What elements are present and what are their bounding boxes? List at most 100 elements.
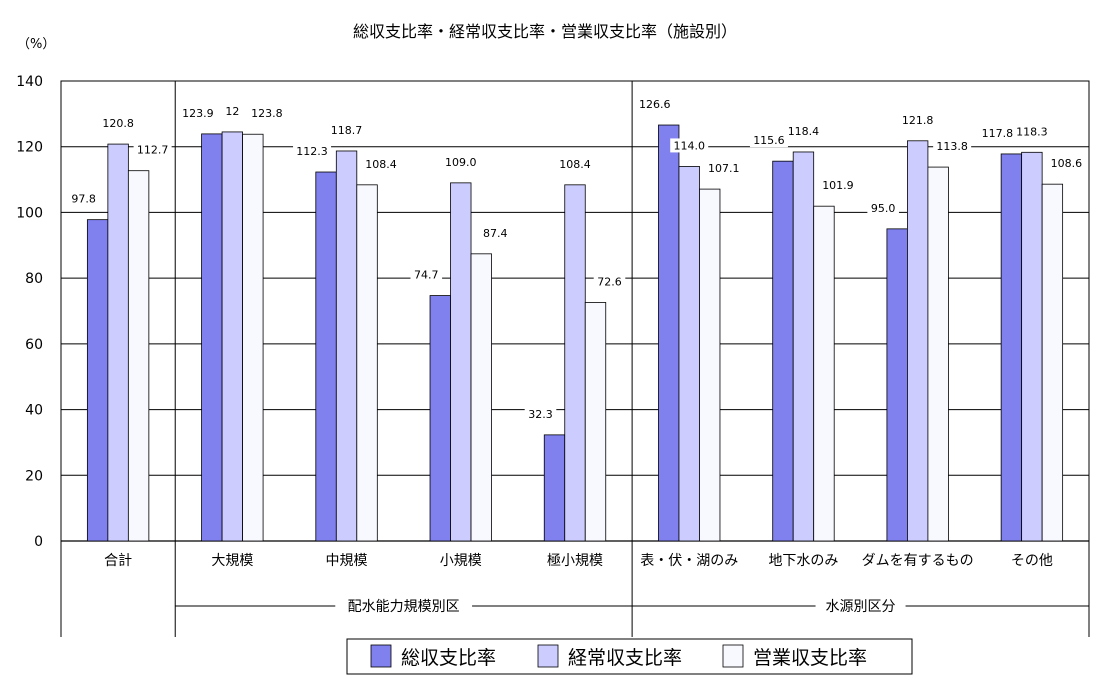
data-label: 123.8 xyxy=(251,107,283,120)
data-label: 95.0 xyxy=(871,202,896,215)
data-label-bg xyxy=(362,156,401,171)
bar-2-3 xyxy=(335,150,358,542)
data-label-bg xyxy=(327,122,366,137)
data-label-bg xyxy=(133,142,172,157)
bar-3-3 xyxy=(356,184,378,542)
data-label-bg xyxy=(178,105,217,120)
data-label-bg xyxy=(222,103,242,118)
data-label: 108.4 xyxy=(365,158,397,171)
data-label: 126.6 xyxy=(639,98,671,111)
y-tick-label: 80 xyxy=(25,271,43,287)
data-label-bg xyxy=(556,156,594,171)
y-tick-label: 120 xyxy=(16,140,43,156)
data-label-bg xyxy=(593,274,626,289)
data-label: 112.3 xyxy=(296,145,328,158)
y-tick-label: 20 xyxy=(25,468,43,484)
data-label: 115.6 xyxy=(753,134,785,147)
data-label: 121.8 xyxy=(902,114,934,127)
chart-title: 総収支比率・経常収支比率・営業収支比率（施設別） xyxy=(353,22,737,41)
tick-labels: 0 20 40 60 80 100 120 140 合計 大規模 中規模 小規模 極小規模 表・伏・湖のみ… xyxy=(16,74,1053,569)
data-label: 74.7 xyxy=(414,269,439,282)
x-tick-label: 大規模 xyxy=(211,553,253,569)
group-labels: 配水能力規模別区 水源別区分 xyxy=(60,81,1090,637)
legend-label-2: 経常収支比率 xyxy=(568,647,682,669)
bar-3-1 xyxy=(127,170,150,542)
data-label-bg xyxy=(818,178,857,193)
y-tick-label: 140 xyxy=(16,74,43,90)
data-label-bg xyxy=(898,112,937,127)
data-label: 113.8 xyxy=(936,140,968,153)
bar-1-8 xyxy=(886,228,908,542)
group-label: 水源別区分 xyxy=(826,599,896,615)
data-label: 108.6 xyxy=(1051,157,1083,170)
data-label: 32.3 xyxy=(528,408,553,421)
data-label: 123.9 xyxy=(182,107,214,120)
bar-1-6 xyxy=(658,124,680,542)
y-tick-label: 40 xyxy=(25,403,43,419)
data-label: 118.3 xyxy=(1016,125,1048,138)
data-label-bg xyxy=(479,225,512,240)
legend-box xyxy=(346,638,913,675)
data-label: 118.4 xyxy=(788,125,820,138)
x-tick-label: 表・伏・湖のみ xyxy=(640,553,738,569)
bar-2-8 xyxy=(907,140,929,542)
data-label-bg xyxy=(99,116,138,131)
y-tick-label: 60 xyxy=(25,337,43,353)
data-label: 87.4 xyxy=(483,227,508,240)
bar-2-4 xyxy=(450,182,472,542)
bar-2-1 xyxy=(107,143,129,542)
data-label: 114.0 xyxy=(673,139,705,152)
data-label-bg xyxy=(293,144,332,159)
bar-2-7 xyxy=(792,151,815,542)
legend-swatch-1 xyxy=(370,644,392,668)
data-label: 118.7 xyxy=(331,124,363,137)
bar-2-9 xyxy=(1021,151,1043,542)
bar-1-3 xyxy=(315,171,337,542)
data-label: 112.7 xyxy=(137,144,169,157)
legend-label-3: 営業収支比率 xyxy=(753,647,867,669)
bar-2-6 xyxy=(678,166,700,542)
x-tick-label: 合計 xyxy=(104,553,132,569)
x-tick-label: 地下水のみ xyxy=(768,553,838,569)
legend: 総収支比率 経常収支比率 営業収支比率 xyxy=(346,638,913,675)
data-label-bg xyxy=(704,161,743,176)
data-label-bg xyxy=(524,406,557,421)
data-label-bg xyxy=(247,106,286,121)
data-label-bg xyxy=(67,191,100,206)
bar-1-5 xyxy=(543,434,566,542)
data-label-bg xyxy=(749,133,788,148)
data-label: 101.9 xyxy=(822,179,854,192)
data-label-bg xyxy=(784,123,823,138)
legend-swatch-3 xyxy=(722,644,744,668)
data-label: 120.8 xyxy=(102,117,134,130)
legend-label-1: 総収支比率 xyxy=(401,647,496,669)
bar-2-2 xyxy=(221,131,243,542)
bar-1-7 xyxy=(772,160,794,542)
data-label-bg xyxy=(867,200,899,215)
data-label: 108.4 xyxy=(559,158,591,171)
bar-3-8 xyxy=(927,166,949,542)
bar-3-5 xyxy=(584,302,607,542)
x-tick-label: 極小規模 xyxy=(547,553,603,569)
bar-2-5 xyxy=(564,184,586,542)
bar-1-1 xyxy=(86,219,109,542)
data-label: 117.8 xyxy=(982,127,1014,140)
x-tick-label: その他 xyxy=(1011,553,1053,569)
legend-swatch-2 xyxy=(537,644,559,668)
data-label: 12 xyxy=(225,105,239,118)
data-label-bg xyxy=(1047,156,1086,171)
bar-1-9 xyxy=(1000,153,1023,542)
data-label-bg xyxy=(1012,124,1051,139)
y-axis-label: （%） xyxy=(17,37,55,52)
bar-3-6 xyxy=(699,188,721,542)
data-label-bg xyxy=(441,154,480,169)
data-label: 107.1 xyxy=(708,162,740,175)
data-label-bg xyxy=(933,139,972,154)
data-label-bg xyxy=(670,138,709,153)
bar-1-4 xyxy=(429,295,451,542)
y-tick-label: 100 xyxy=(16,205,43,221)
data-label-bg xyxy=(978,125,1017,140)
x-tick-label: 小規模 xyxy=(440,553,482,569)
